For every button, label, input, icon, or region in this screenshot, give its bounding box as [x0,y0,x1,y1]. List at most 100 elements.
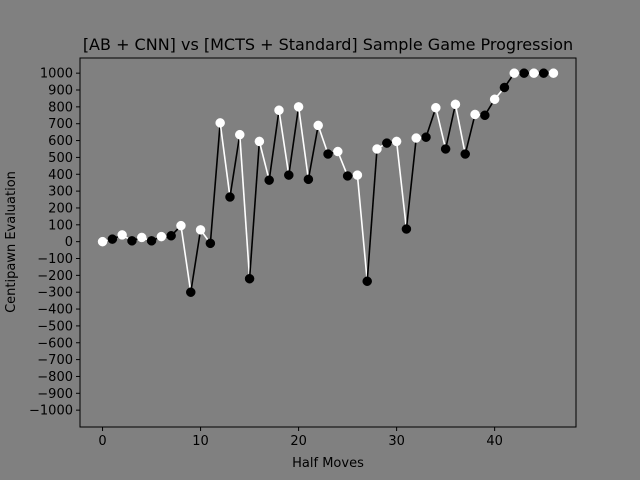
data-point-black [186,287,196,297]
series-line-segment [435,107,447,150]
y-tick-label: 400 [48,168,73,183]
data-point-white [411,133,421,143]
data-point-black [166,231,176,241]
data-point-black [460,149,470,159]
y-tick-label: −500 [37,319,73,334]
y-tick-label: −1000 [29,404,73,419]
series-line-segment [180,225,192,293]
y-tick-label: −600 [37,336,73,351]
y-tick-label: 100 [48,218,73,233]
data-point-black [244,273,255,284]
series-line-segment [258,141,270,181]
data-point-white [156,231,167,242]
data-point-black [284,170,294,180]
data-point-white [450,99,461,110]
data-point-white [97,236,108,247]
y-tick-label: −300 [37,286,73,301]
data-point-black [421,132,431,142]
data-point-white [274,105,284,115]
series-line-segment [307,125,319,180]
data-point-white [215,118,225,128]
series-line-segment [356,175,369,282]
y-tick-label: −700 [37,353,73,368]
series-line-segment [405,137,418,230]
series-line-segment [395,141,408,230]
series-line-segment [278,110,290,176]
y-tick-label: 0 [65,235,73,250]
series-line-segment [189,229,202,293]
data-point-black [107,234,118,244]
series-line-segment [287,106,300,176]
data-point-black [362,276,372,287]
data-point-white [176,220,186,231]
y-tick-label: 500 [48,151,73,166]
data-point-white [352,170,363,180]
series-line-segment [238,134,251,279]
data-point-black [480,110,490,121]
x-axis-label: Half Moves [292,456,364,471]
y-tick-label: −900 [37,387,73,402]
data-point-white [313,120,323,131]
series-line-segment [268,110,280,181]
y-tick-label: −400 [37,303,73,318]
series-line-segment [444,104,457,150]
data-point-white [391,136,402,147]
y-tick-label: 200 [48,201,73,216]
data-point-white [195,225,206,235]
x-tick-label: 0 [98,434,106,449]
data-point-black [440,144,451,154]
data-point-black [342,171,353,181]
data-point-white [372,144,382,154]
y-tick-label: 1000 [40,67,73,82]
data-point-white [137,232,147,243]
plot-area: 0 10 20 30 40−1000−900−800−700−600−500−400−3… [29,57,577,449]
data-point-white [509,68,519,78]
chart-title: [AB + CNN] vs [MCTS + Standard] Sample G… [83,35,573,54]
data-point-white [293,102,304,112]
series-line-segment [454,104,467,155]
y-tick-label: 300 [48,185,73,200]
data-point-white [470,109,480,120]
y-axis-label: Centipawn Evaluation [4,171,19,313]
plot-frame [79,57,577,428]
series-line-segment [248,141,261,279]
data-point-white [235,129,245,140]
data-point-white [548,68,559,78]
data-point-black [225,192,235,202]
y-tick-label: −200 [37,269,73,284]
x-tick-label: 10 [192,434,209,449]
data-point-white [117,230,127,240]
y-tick-label: −100 [37,252,73,267]
series-line-segment [229,134,241,198]
data-point-black [382,138,392,148]
series-line-segment [317,125,329,155]
data-point-black [401,224,412,234]
data-point-white [431,102,441,113]
data-point-white [529,68,539,78]
data-point-black [127,236,137,246]
data-point-black [205,238,216,249]
y-tick-label: 600 [48,134,73,149]
data-point-white [254,136,265,147]
data-point-white [489,94,500,105]
series-line-segment [464,114,476,155]
y-tick-label: −800 [37,370,73,385]
data-point-black [499,82,510,93]
series-line-segment [425,107,437,138]
data-point-black [519,68,529,78]
data-point-black [323,149,333,159]
data-point-black [146,236,157,246]
series-line-segment [297,106,310,180]
x-tick-label: 40 [486,434,503,449]
series-line-segment [366,148,378,282]
data-point-black [303,174,314,185]
x-tick-label: 30 [388,434,405,449]
series-line-segment [209,122,221,244]
x-tick-label: 20 [290,434,307,449]
series-line-segment [219,122,231,198]
data-point-black [264,175,274,185]
data-point-black [538,68,549,78]
y-tick-label: 900 [48,84,73,99]
y-tick-label: 700 [48,117,73,132]
